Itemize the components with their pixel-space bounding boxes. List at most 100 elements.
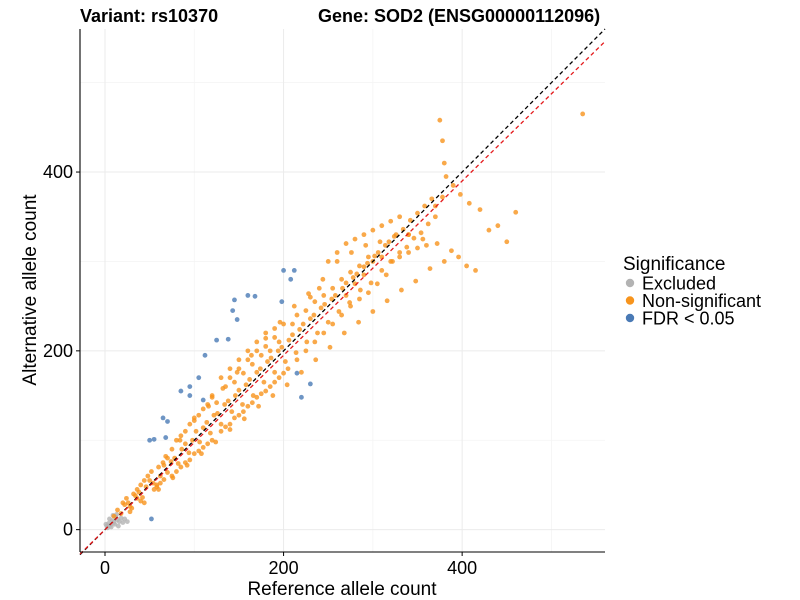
point-non-significant — [196, 412, 202, 418]
point-non-significant — [424, 242, 429, 248]
point-fdr-0-05 — [279, 299, 285, 305]
point-non-significant — [370, 227, 376, 233]
point-non-significant — [261, 379, 267, 385]
point-non-significant — [187, 457, 193, 463]
point-non-significant — [250, 393, 256, 398]
point-excluded — [124, 519, 130, 525]
point-non-significant — [272, 335, 278, 340]
point-non-significant — [263, 330, 269, 336]
point-non-significant — [240, 409, 246, 415]
point-fdr-0-05 — [160, 415, 166, 421]
point-non-significant — [348, 303, 353, 309]
legend-swatch — [625, 278, 635, 288]
chart-title-variant: Variant: rs10370 — [80, 6, 218, 26]
point-non-significant — [265, 359, 270, 364]
point-fdr-0-05 — [196, 375, 202, 381]
point-non-significant — [336, 309, 342, 314]
point-non-significant — [580, 111, 586, 117]
point-non-significant — [285, 366, 291, 372]
point-non-significant — [312, 299, 318, 305]
point-non-significant — [277, 319, 283, 325]
point-fdr-0-05 — [151, 436, 157, 442]
point-fdr-0-05 — [165, 419, 170, 424]
point-non-significant — [297, 326, 303, 332]
point-non-significant — [209, 394, 215, 400]
legend-label: Excluded — [642, 274, 716, 294]
point-non-significant — [339, 276, 345, 282]
point-non-significant — [365, 254, 371, 260]
point-non-significant — [341, 330, 347, 336]
point-non-significant — [263, 343, 269, 349]
point-non-significant — [161, 477, 167, 482]
point-non-significant — [456, 254, 461, 260]
point-non-significant — [236, 387, 242, 393]
point-non-significant — [127, 509, 133, 515]
point-non-significant — [200, 425, 206, 431]
point-non-significant — [182, 428, 188, 434]
point-non-significant — [223, 424, 228, 430]
point-non-significant — [249, 400, 255, 406]
point-non-significant — [127, 504, 133, 509]
point-non-significant — [486, 227, 492, 233]
x-tick-label: 200 — [269, 558, 299, 578]
point-non-significant — [397, 250, 403, 255]
point-excluded — [108, 524, 114, 530]
point-non-significant — [213, 439, 219, 445]
point-non-significant — [300, 321, 306, 327]
point-fdr-0-05 — [234, 317, 240, 322]
point-non-significant — [383, 272, 389, 278]
point-non-significant — [232, 379, 237, 385]
point-non-significant — [165, 470, 170, 475]
point-non-significant — [294, 312, 300, 318]
point-non-significant — [186, 450, 192, 456]
point-non-significant — [234, 369, 240, 375]
point-non-significant — [141, 478, 147, 483]
point-non-significant — [418, 230, 424, 236]
point-non-significant — [193, 428, 199, 434]
point-non-significant — [386, 239, 392, 245]
point-non-significant — [343, 241, 349, 246]
point-non-significant — [397, 254, 403, 260]
point-non-significant — [388, 259, 394, 264]
ticks: 0 200 400 0 200 400 — [43, 162, 477, 578]
point-fdr-0-05 — [232, 297, 237, 303]
point-non-significant — [254, 339, 260, 345]
axes — [79, 29, 605, 553]
point-non-significant — [270, 393, 276, 398]
point-non-significant — [357, 287, 363, 293]
point-non-significant — [178, 433, 184, 439]
point-excluded — [107, 516, 112, 522]
point-non-significant — [267, 384, 273, 390]
point-non-significant — [182, 460, 188, 465]
point-non-significant — [307, 316, 313, 322]
point-excluded — [120, 520, 126, 525]
point-non-significant — [140, 495, 145, 500]
point-non-significant — [243, 382, 249, 388]
point-non-significant — [434, 241, 440, 246]
point-non-significant — [249, 361, 255, 367]
y-axis-title: Alternative allele count — [20, 194, 41, 386]
legend-swatch — [625, 296, 635, 305]
point-fdr-0-05 — [149, 516, 154, 522]
point-non-significant — [365, 260, 370, 266]
point-non-significant — [225, 398, 231, 404]
point-non-significant — [406, 250, 411, 255]
point-non-significant — [303, 348, 309, 354]
point-non-significant — [207, 430, 213, 436]
point-non-significant — [330, 285, 336, 291]
point-non-significant — [149, 469, 154, 474]
point-non-significant — [427, 266, 433, 271]
point-non-significant — [320, 276, 326, 282]
point-non-significant — [312, 339, 318, 345]
point-non-significant — [343, 280, 349, 286]
point-non-significant — [156, 464, 161, 470]
point-non-significant — [397, 214, 403, 220]
point-non-significant — [138, 498, 144, 504]
point-non-significant — [232, 393, 238, 398]
point-non-significant — [313, 357, 319, 363]
point-non-significant — [227, 427, 233, 432]
point-non-significant — [131, 491, 136, 497]
point-non-significant — [229, 409, 235, 415]
point-fdr-0-05 — [294, 370, 300, 376]
point-non-significant — [348, 269, 353, 275]
